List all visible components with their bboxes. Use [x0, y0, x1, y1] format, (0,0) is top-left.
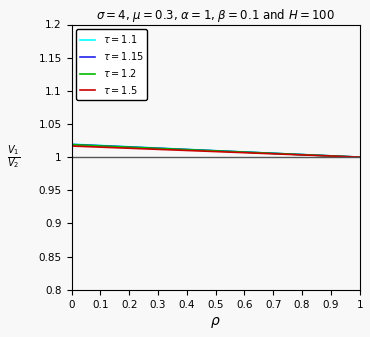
$\tau = 1.5$ — [210, 149, 214, 153]
$\tau = 1.1$ — [202, 148, 206, 152]
$\tau = 1.2$ — [349, 155, 354, 159]
$\tau = 1.5$ — [349, 155, 353, 159]
$\tau = 1.1$ — [210, 149, 214, 153]
$\tau = 1.5$ — [202, 149, 206, 153]
$\tau = 1.2$ — [84, 143, 89, 147]
$\tau = 1.15$ — [210, 149, 214, 153]
$\tau = 1.15$ — [349, 155, 353, 159]
$\tau = 1.15$ — [357, 155, 362, 159]
$\tau = 1.1$ — [296, 152, 301, 156]
Line: $\tau = 1.15$: $\tau = 1.15$ — [72, 145, 360, 157]
Legend: $\tau = 1.1$, $\tau = 1.15$, $\tau = 1.2$, $\tau = 1.5$: $\tau = 1.1$, $\tau = 1.15$, $\tau = 1.2… — [76, 29, 147, 100]
$\tau = 1.1$ — [357, 155, 362, 159]
$\tau = 1.1$ — [349, 155, 353, 159]
$\tau = 1.2$ — [357, 155, 362, 159]
$\tau = 1.1$ — [84, 143, 89, 147]
$\tau = 1.5$ — [296, 153, 301, 157]
Line: $\tau = 1.1$: $\tau = 1.1$ — [72, 144, 360, 157]
$\tau = 1.15$ — [70, 143, 74, 147]
$\tau = 1.5$ — [349, 155, 354, 159]
Line: $\tau = 1.2$: $\tau = 1.2$ — [72, 145, 360, 157]
X-axis label: $\rho$: $\rho$ — [210, 315, 221, 330]
$\tau = 1.5$ — [84, 145, 89, 149]
$\tau = 1.2$ — [210, 149, 214, 153]
$\tau = 1.2$ — [202, 148, 206, 152]
Y-axis label: $\frac{V_1}{V_2}$: $\frac{V_1}{V_2}$ — [7, 143, 20, 171]
$\tau = 1.15$ — [202, 148, 206, 152]
$\tau = 1.2$ — [349, 155, 353, 159]
Title: $\sigma = 4$, $\mu = 0.3$, $\alpha = 1$, $\beta = 0.1$ and $H = 100$: $\sigma = 4$, $\mu = 0.3$, $\alpha = 1$,… — [96, 7, 335, 24]
$\tau = 1.1$ — [70, 142, 74, 146]
$\tau = 1.15$ — [349, 155, 354, 159]
$\tau = 1.15$ — [84, 143, 89, 147]
$\tau = 1.1$ — [349, 155, 354, 159]
$\tau = 1.15$ — [296, 152, 301, 156]
Line: $\tau = 1.5$: $\tau = 1.5$ — [72, 146, 360, 157]
$\tau = 1.2$ — [70, 143, 74, 147]
$\tau = 1.5$ — [357, 155, 362, 159]
$\tau = 1.5$ — [70, 144, 74, 148]
$\tau = 1.2$ — [296, 152, 301, 156]
